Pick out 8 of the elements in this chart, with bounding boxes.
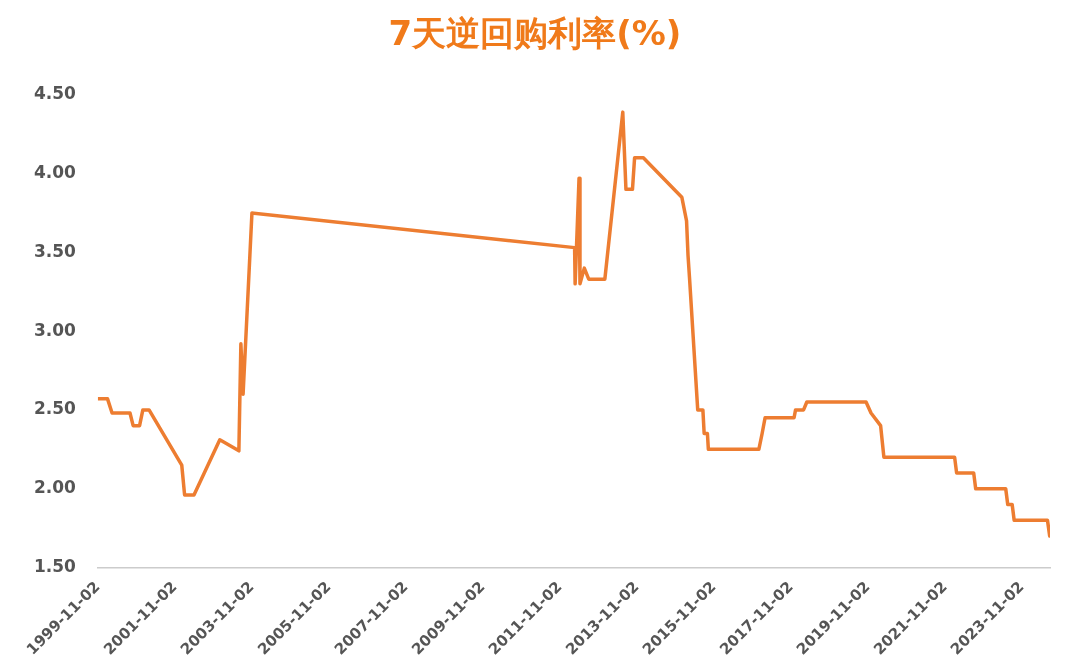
y-tick-label: 4.00 [33,161,77,182]
chart-title: 7天逆回购利率(%) [388,13,682,54]
y-tick-label: 4.50 [33,83,77,104]
y-tick-label: 3.50 [33,240,77,261]
y-tick-label: 1.50 [33,555,77,576]
y-tick-label: 2.00 [33,477,77,498]
y-tick-label: 3.00 [33,319,77,340]
y-tick-label: 2.50 [33,398,77,419]
